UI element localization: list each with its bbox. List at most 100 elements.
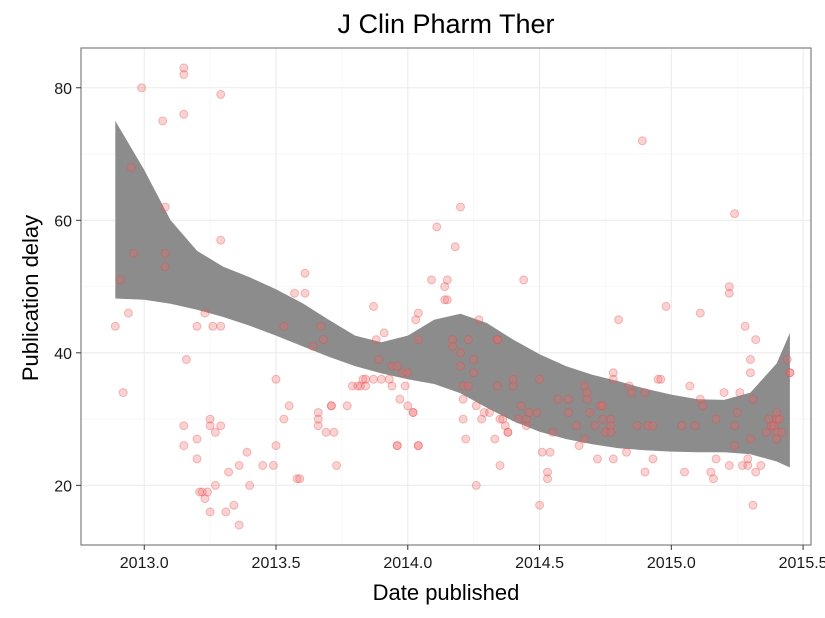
- data-point: [329, 427, 339, 437]
- data-point: [622, 447, 631, 457]
- data-point: [319, 335, 328, 345]
- data-point: [772, 434, 782, 444]
- data-point: [648, 421, 658, 431]
- data-point: [685, 381, 695, 391]
- data-point: [640, 388, 650, 398]
- data-point: [408, 408, 418, 417]
- data-point: [413, 335, 423, 345]
- data-point: [730, 421, 740, 431]
- data-point: [440, 295, 450, 305]
- data-point: [608, 454, 618, 464]
- data-point: [782, 355, 792, 364]
- data-point: [448, 341, 458, 351]
- data-point: [743, 461, 753, 470]
- data-point: [600, 427, 610, 437]
- data-point: [197, 487, 207, 497]
- data-point: [160, 262, 170, 272]
- data-point: [719, 388, 729, 398]
- data-point: [585, 408, 595, 417]
- data-point: [374, 355, 384, 364]
- data-point: [271, 441, 281, 451]
- data-point: [695, 394, 705, 404]
- data-point: [210, 427, 220, 437]
- data-point: [205, 414, 215, 424]
- chart-title: J Clin Pharm Ther: [337, 9, 554, 39]
- x-axis-title: Date published: [373, 580, 520, 605]
- data-point: [535, 374, 545, 384]
- data-point: [606, 427, 616, 437]
- data-point: [595, 401, 605, 411]
- data-point: [767, 421, 776, 431]
- data-point: [413, 441, 423, 451]
- data-point: [200, 308, 210, 318]
- data-point: [624, 381, 634, 391]
- data-point: [210, 480, 220, 490]
- data-point: [724, 288, 734, 298]
- data-point: [358, 374, 368, 384]
- x-tick-label: 2014.5: [515, 555, 564, 572]
- data-point: [690, 421, 700, 431]
- data-point: [216, 89, 226, 99]
- data-point: [698, 401, 708, 411]
- data-point: [300, 288, 310, 298]
- data-point: [495, 414, 505, 424]
- data-point: [535, 500, 545, 510]
- data-point: [326, 401, 336, 411]
- data-point: [632, 421, 642, 431]
- y-tick-label: 20: [54, 478, 72, 495]
- data-point: [458, 414, 468, 424]
- data-point: [384, 374, 394, 384]
- data-point: [772, 414, 782, 424]
- data-point: [543, 474, 552, 484]
- data-point: [456, 202, 465, 212]
- y-axis-ticks: 20 40 60 80: [54, 81, 81, 495]
- data-point: [564, 394, 573, 404]
- data-point: [740, 321, 750, 331]
- data-point: [627, 388, 637, 398]
- data-point: [456, 348, 465, 358]
- data-point: [361, 374, 371, 384]
- data-point: [598, 401, 608, 411]
- data-point: [408, 408, 418, 417]
- data-point: [492, 335, 502, 345]
- data-point: [179, 441, 189, 451]
- data-point: [295, 474, 305, 484]
- data-point: [519, 275, 529, 285]
- data-point: [503, 427, 513, 437]
- data-point: [743, 454, 753, 464]
- data-point: [548, 427, 558, 437]
- data-point: [495, 461, 505, 470]
- data-point: [582, 388, 592, 398]
- data-point: [524, 408, 534, 417]
- data-point: [332, 461, 342, 470]
- data-point: [735, 388, 745, 398]
- data-point: [432, 222, 442, 232]
- data-point: [516, 401, 526, 411]
- data-point: [181, 355, 191, 364]
- data-point: [208, 321, 218, 331]
- data-point: [772, 408, 782, 417]
- data-point: [614, 315, 624, 325]
- data-point: [745, 434, 755, 444]
- data-point: [224, 467, 234, 477]
- data-point: [711, 454, 721, 464]
- data-point: [532, 408, 542, 417]
- x-tick-label: 2014.0: [383, 555, 432, 572]
- data-point: [221, 507, 231, 517]
- data-point: [448, 335, 458, 345]
- data-point: [195, 487, 205, 497]
- data-point: [313, 408, 323, 417]
- data-point: [387, 381, 397, 391]
- data-point: [463, 381, 473, 391]
- data-point: [110, 321, 120, 331]
- y-tick-label: 80: [54, 81, 72, 98]
- data-point: [564, 408, 573, 417]
- data-point: [709, 474, 718, 484]
- data-point: [593, 454, 602, 464]
- data-point: [579, 381, 589, 391]
- data-point: [192, 434, 202, 444]
- data-point: [471, 480, 481, 490]
- data-point: [474, 315, 484, 325]
